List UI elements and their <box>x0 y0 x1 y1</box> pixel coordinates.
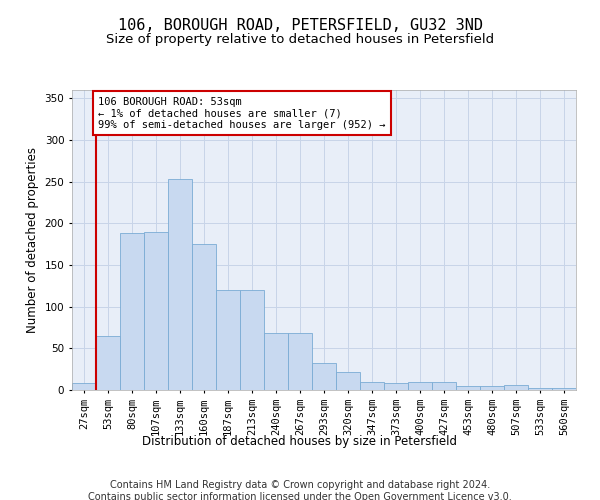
Text: 106 BOROUGH ROAD: 53sqm
← 1% of detached houses are smaller (7)
99% of semi-deta: 106 BOROUGH ROAD: 53sqm ← 1% of detached… <box>98 96 386 130</box>
Bar <box>312 364 336 390</box>
Bar <box>264 334 288 390</box>
Bar <box>96 336 120 390</box>
Bar <box>456 386 480 390</box>
Text: Distribution of detached houses by size in Petersfield: Distribution of detached houses by size … <box>143 435 458 448</box>
Y-axis label: Number of detached properties: Number of detached properties <box>26 147 39 333</box>
Bar <box>192 244 216 390</box>
Bar <box>408 382 432 390</box>
Text: Contains HM Land Registry data © Crown copyright and database right 2024.
Contai: Contains HM Land Registry data © Crown c… <box>88 480 512 500</box>
Bar <box>120 234 144 390</box>
Bar <box>288 334 312 390</box>
Bar <box>552 388 576 390</box>
Bar <box>432 382 456 390</box>
Bar <box>480 386 504 390</box>
Bar <box>168 179 192 390</box>
Bar <box>528 388 552 390</box>
Bar <box>336 372 360 390</box>
Text: 106, BOROUGH ROAD, PETERSFIELD, GU32 3ND: 106, BOROUGH ROAD, PETERSFIELD, GU32 3ND <box>118 18 482 32</box>
Bar <box>240 290 264 390</box>
Bar <box>216 290 240 390</box>
Bar <box>504 385 528 390</box>
Bar <box>384 384 408 390</box>
Bar <box>360 382 384 390</box>
Text: Size of property relative to detached houses in Petersfield: Size of property relative to detached ho… <box>106 32 494 46</box>
Bar <box>144 232 168 390</box>
Bar <box>72 384 96 390</box>
